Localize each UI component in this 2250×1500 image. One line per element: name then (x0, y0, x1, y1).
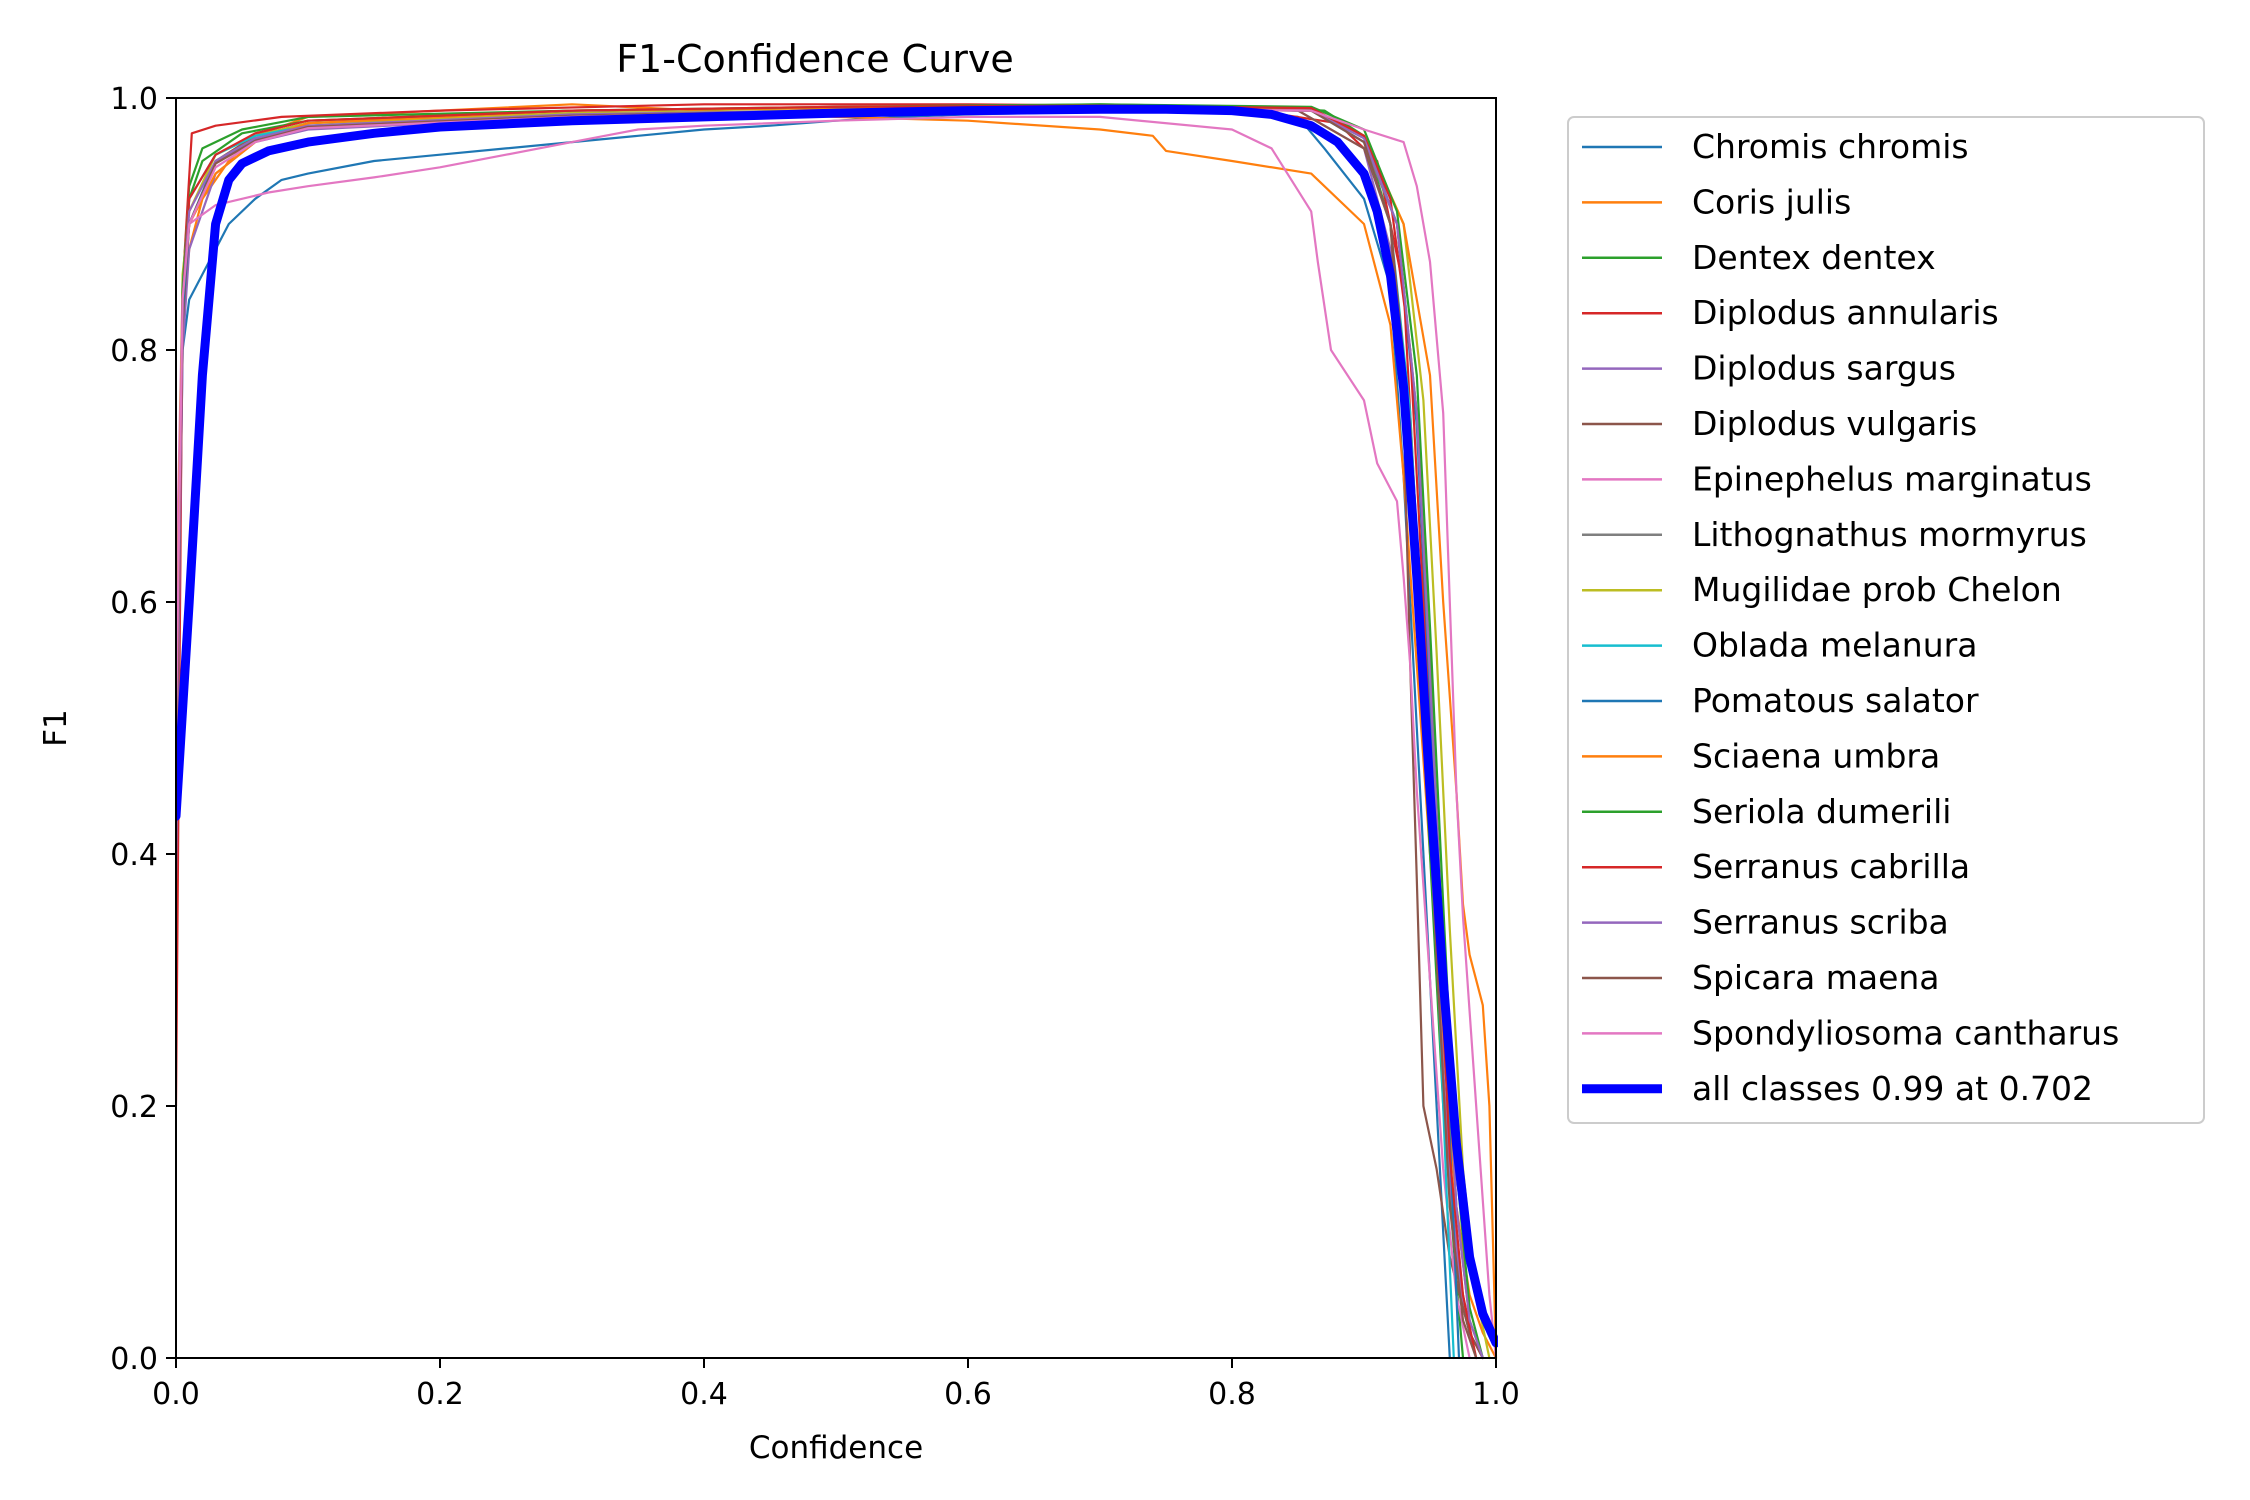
series-line-spondyliosoma-cantharus (176, 107, 1498, 1360)
y-tick-label: 0.2 (110, 1090, 158, 1125)
legend-label: Chromis chromis (1692, 127, 1969, 166)
legend-label: Diplodus vulgaris (1692, 404, 1977, 443)
x-tick-label: 1.0 (1472, 1377, 1520, 1412)
legend-label: Oblada melanura (1692, 626, 1977, 665)
legend-label: Diplodus sargus (1692, 349, 1956, 388)
legend-label: Seriola dumerili (1692, 792, 1951, 831)
series-line-all-classes-0-99-at-0-702 (176, 104, 1498, 1348)
x-axis-label: Confidence (749, 1430, 923, 1466)
legend-label: Dentex dentex (1692, 238, 1936, 277)
legend-label: Serranus cabrilla (1692, 847, 1970, 886)
y-tick-label: 0.8 (110, 334, 158, 369)
legend-label: Diplodus annularis (1692, 293, 1999, 332)
x-tick-label: 0.0 (152, 1377, 200, 1412)
x-axis-ticks: 0.0 0.2 0.4 0.6 0.8 1.0 (152, 1358, 1520, 1412)
legend-label: Spondyliosoma cantharus (1692, 1013, 2119, 1052)
y-axis-ticks: 0.0 0.2 0.4 0.6 0.8 1.0 (110, 82, 176, 1377)
y-tick-label: 0.0 (110, 1342, 158, 1377)
legend-label: all classes 0.99 at 0.702 (1692, 1069, 2093, 1108)
x-tick-label: 0.8 (1208, 1377, 1256, 1412)
legend-label: Epinephelus marginatus (1692, 459, 2092, 498)
legend-label: Sciaena umbra (1692, 736, 1940, 775)
series-layer (176, 103, 1498, 1360)
y-tick-label: 1.0 (110, 82, 158, 117)
legend-frame (1567, 116, 2205, 1124)
chart-title: F1-Confidence Curve (616, 37, 1014, 81)
series-line-sciaena-umbra (176, 105, 1498, 1360)
x-tick-label: 0.4 (680, 1377, 728, 1412)
x-tick-label: 0.6 (944, 1377, 992, 1412)
legend-label: Coris julis (1692, 182, 1851, 221)
x-tick-label: 0.2 (416, 1377, 464, 1412)
legend-label: Mugilidae prob Chelon (1692, 570, 2062, 609)
y-tick-label: 0.6 (110, 586, 158, 621)
legend: Chromis chromis Coris julis Dentex dentex D… (1567, 116, 2205, 1124)
legend-label: Lithognathus mormyrus (1692, 515, 2087, 554)
series-line-epinephelus-marginatus (176, 115, 1471, 1360)
plot-frame (175, 97, 1497, 1359)
legend-label: Spicara maena (1692, 958, 1940, 997)
legend-label: Serranus scriba (1692, 903, 1949, 942)
plot-area (175, 97, 1498, 1360)
y-tick-label: 0.4 (110, 838, 158, 873)
legend-items: Chromis chromis Coris julis Dentex dentex D… (1582, 127, 2119, 1108)
y-axis-label: F1 (38, 709, 74, 747)
legend-label: Pomatous salator (1692, 681, 1979, 720)
